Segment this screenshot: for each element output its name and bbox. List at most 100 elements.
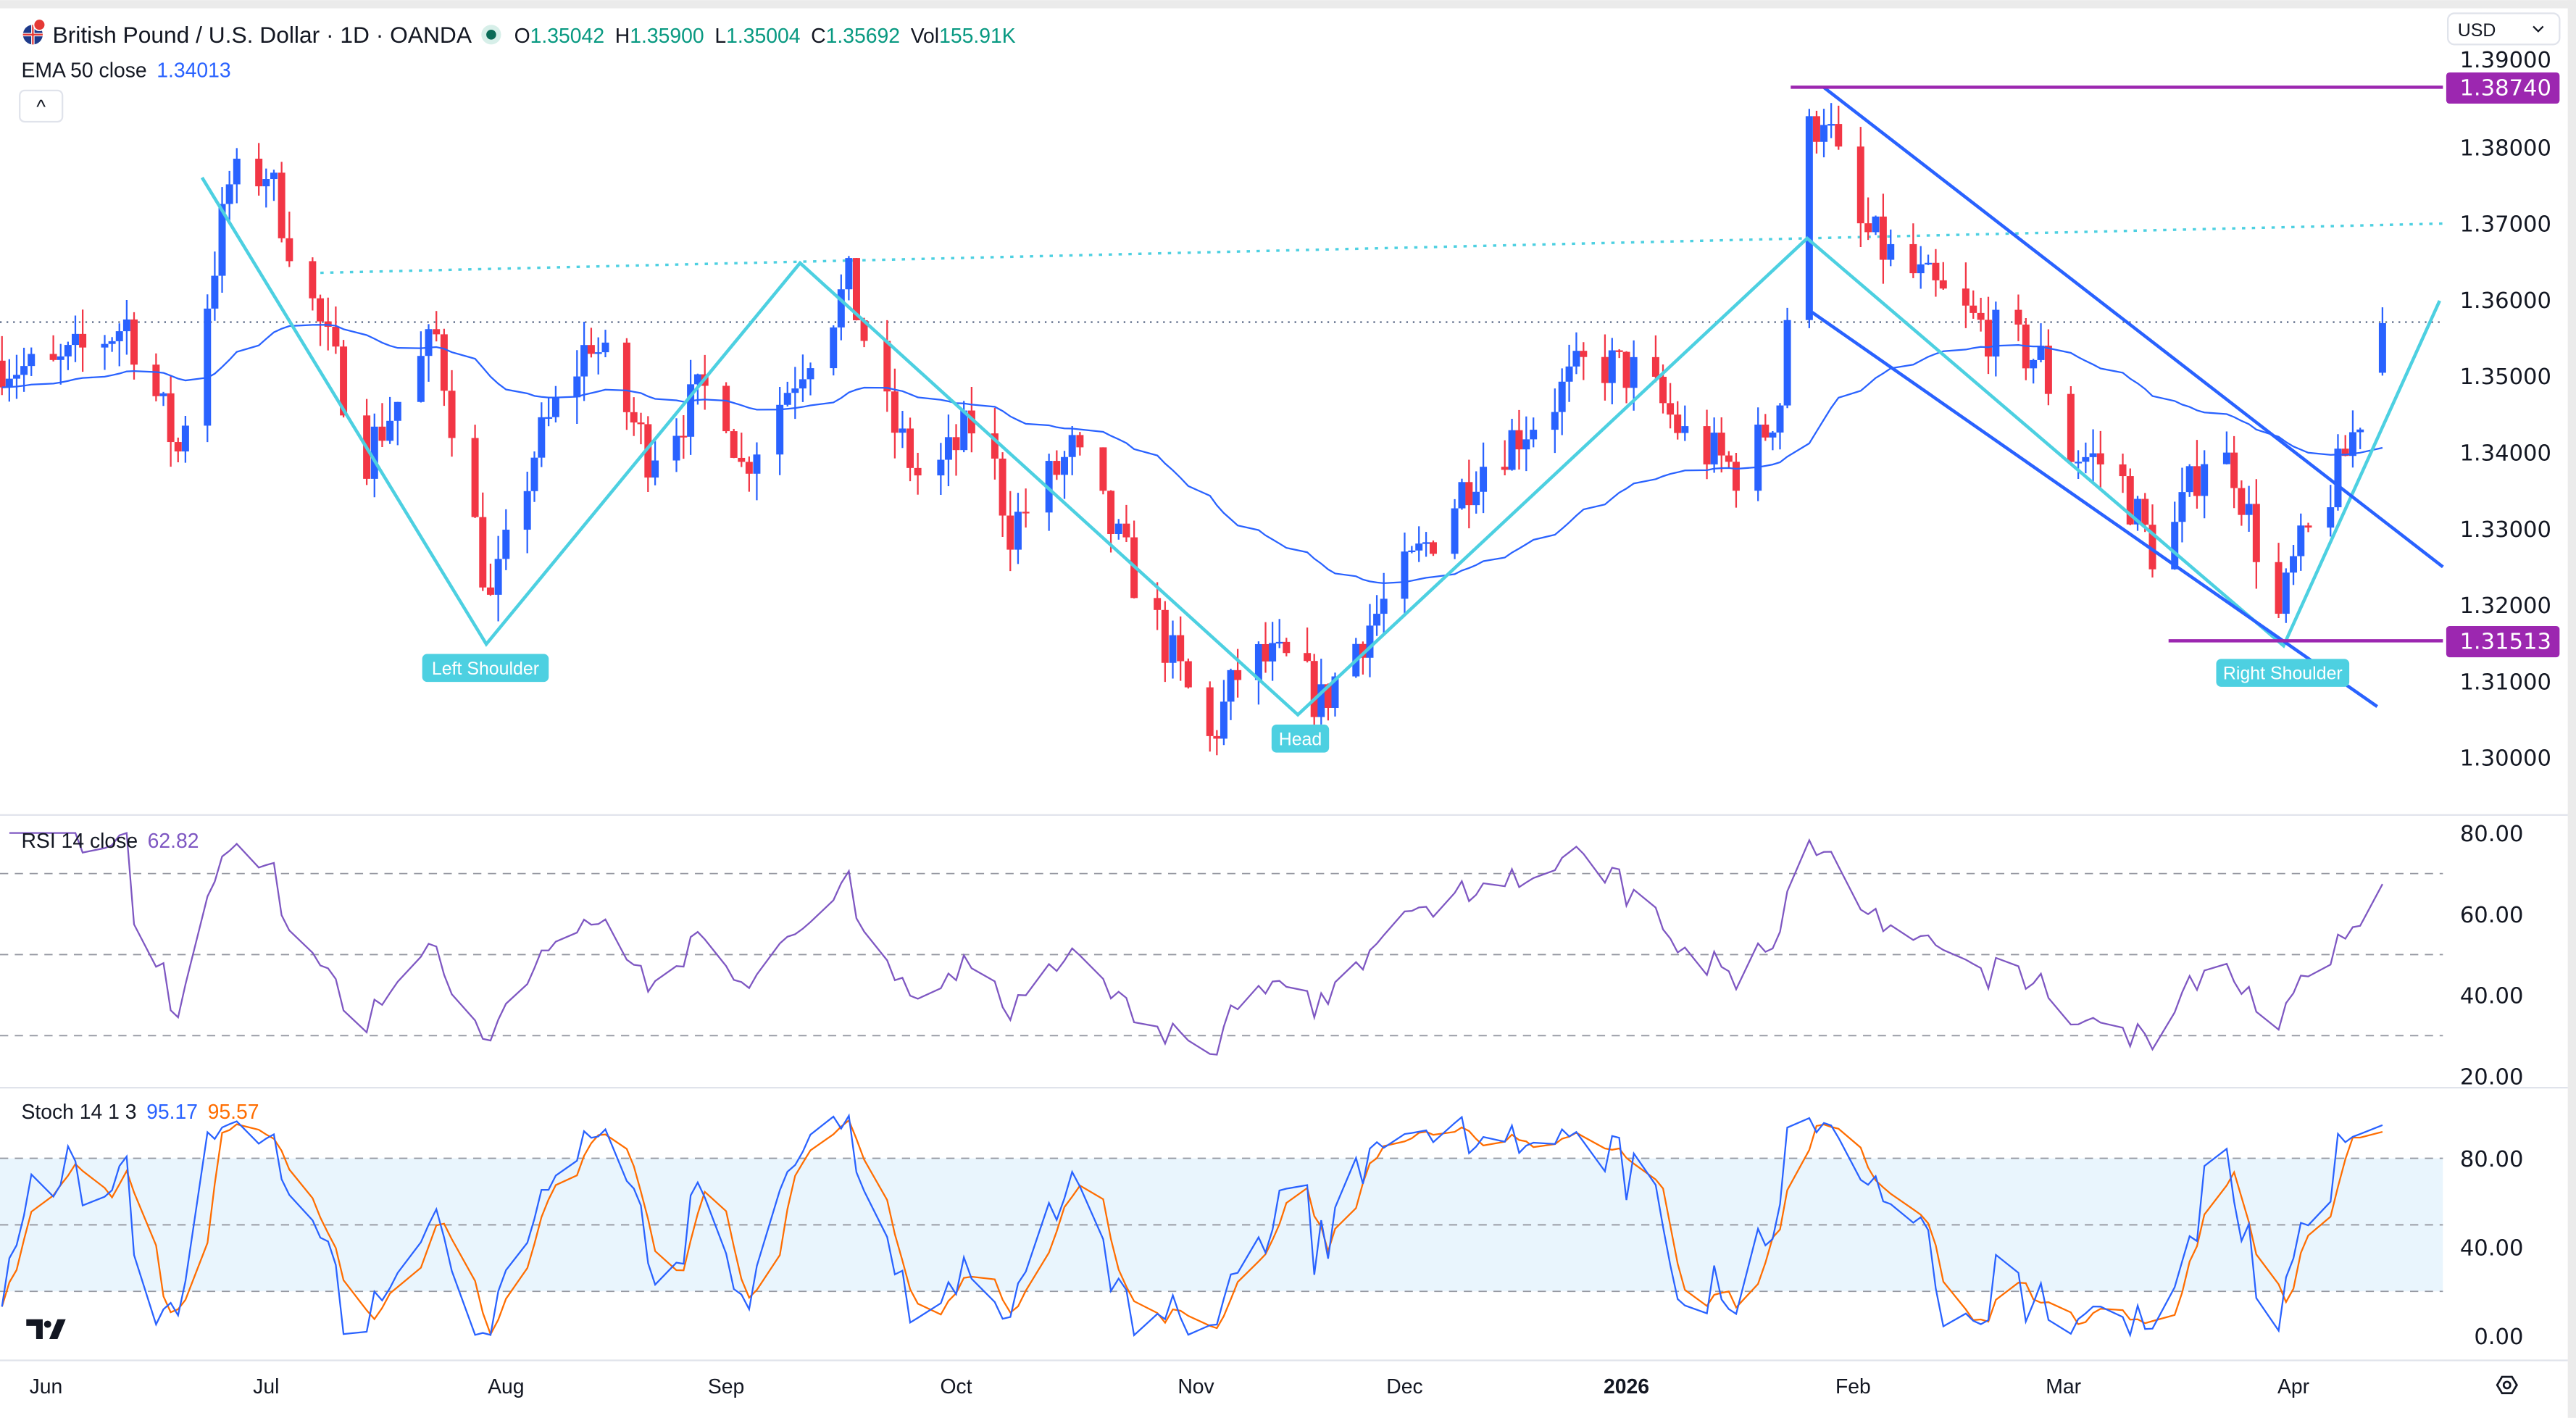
candle-body bbox=[1154, 598, 1162, 610]
candle-body bbox=[174, 442, 182, 452]
candle-body bbox=[1917, 264, 1925, 274]
candle-body bbox=[2327, 507, 2335, 528]
candle bbox=[1776, 403, 1784, 450]
candle-body bbox=[1608, 350, 1616, 383]
candle bbox=[2245, 485, 2253, 532]
head-shoulders-pattern-line[interactable] bbox=[200, 176, 2441, 717]
ema-legend[interactable]: EMA 50 close 1.34013 bbox=[21, 59, 230, 83]
candle bbox=[2171, 501, 2179, 570]
candle-body bbox=[1366, 625, 1374, 658]
stoch-axis[interactable]: 80.00 40.00 0.00 bbox=[2460, 1147, 2524, 1350]
candle-body bbox=[1805, 116, 1813, 320]
candle bbox=[1254, 641, 1262, 705]
candle-body bbox=[644, 424, 652, 478]
candle bbox=[730, 428, 738, 459]
candle-body bbox=[1310, 661, 1318, 717]
candle-body bbox=[2134, 499, 2142, 525]
candle-body bbox=[1827, 124, 1835, 126]
candle bbox=[1835, 105, 1843, 150]
candle bbox=[2252, 479, 2260, 589]
candle-body bbox=[262, 179, 270, 187]
candle bbox=[1184, 658, 1192, 689]
candle-body bbox=[1969, 305, 1977, 313]
candle-body bbox=[906, 428, 914, 468]
candle-body bbox=[944, 437, 952, 460]
candle bbox=[115, 323, 123, 367]
candle-body bbox=[1515, 430, 1523, 450]
rsi-axis[interactable]: 80.00 60.00 40.00 20.00 bbox=[2460, 822, 2524, 1090]
candle bbox=[753, 442, 761, 501]
candle bbox=[2297, 513, 2305, 571]
candle bbox=[270, 170, 278, 201]
candle bbox=[1969, 290, 1977, 319]
settings-gear-icon[interactable] bbox=[2496, 1375, 2518, 1395]
head-text: Head bbox=[1279, 729, 1322, 749]
candle-body bbox=[1820, 125, 1828, 142]
candle-body bbox=[1984, 320, 1992, 357]
candle bbox=[1408, 546, 1416, 554]
candle bbox=[2044, 329, 2052, 406]
candle bbox=[745, 456, 753, 492]
tradingview-logo[interactable] bbox=[26, 1319, 66, 1339]
symbol-title[interactable]: British Pound / U.S. Dollar · 1D · OANDA bbox=[53, 22, 472, 48]
right-shoulder-label[interactable]: Right Shoulder bbox=[2216, 659, 2350, 687]
candle-body bbox=[672, 435, 680, 461]
candle-body bbox=[20, 366, 28, 375]
candle bbox=[1580, 342, 1588, 380]
candle bbox=[580, 322, 588, 401]
candle-body bbox=[2089, 453, 2097, 457]
stoch-legend[interactable]: Stoch 14 1 3 95.17 95.57 bbox=[21, 1101, 259, 1124]
candle bbox=[551, 385, 559, 423]
candle bbox=[1622, 351, 1630, 404]
candle bbox=[545, 397, 553, 427]
candle-body bbox=[845, 258, 853, 290]
currency-selector[interactable]: USD bbox=[2447, 12, 2561, 46]
candle bbox=[1107, 490, 1115, 553]
price-tick-label: 1.34000 bbox=[2459, 441, 2551, 466]
rsi-legend[interactable]: RSI 14 close 62.82 bbox=[21, 830, 199, 853]
candle bbox=[1472, 471, 1480, 514]
candle bbox=[1451, 499, 1459, 559]
candle-body bbox=[952, 437, 960, 451]
support-tag-text: 1.31513 bbox=[2459, 630, 2551, 655]
candle-body bbox=[1227, 670, 1235, 702]
candle-body bbox=[1674, 414, 1682, 433]
candle-body bbox=[1558, 381, 1566, 412]
time-tick-label: Oct bbox=[940, 1375, 972, 1398]
candle-body bbox=[101, 343, 109, 348]
candle-body bbox=[883, 341, 891, 392]
candle-body bbox=[651, 460, 659, 478]
candle bbox=[1977, 297, 1985, 332]
time-axis[interactable]: Jun Jul Aug Sep Oct Nov Dec 2026 Feb Mar Apr bbox=[30, 1375, 2309, 1398]
candle bbox=[1984, 296, 1992, 375]
candle-body bbox=[2148, 525, 2156, 570]
candle bbox=[1099, 447, 1107, 495]
candle-body bbox=[745, 462, 753, 474]
candle bbox=[2096, 430, 2104, 491]
candle-body bbox=[538, 417, 546, 458]
candle-body bbox=[1169, 635, 1177, 663]
candle bbox=[167, 375, 175, 467]
candle-body bbox=[2275, 562, 2283, 614]
candle bbox=[1864, 197, 1872, 241]
channel-upper-line[interactable] bbox=[1822, 86, 2444, 569]
candle-body bbox=[860, 320, 868, 341]
price-tick-label: 1.36000 bbox=[2459, 288, 2551, 314]
left-shoulder-label[interactable]: Left Shoulder bbox=[422, 654, 549, 683]
price-axis[interactable]: 1.39000 1.38000 1.37000 1.36000 1.35000 1.340… bbox=[2459, 48, 2551, 771]
candle bbox=[1161, 601, 1169, 683]
candle-body bbox=[49, 354, 57, 360]
head-label[interactable]: Head bbox=[1271, 725, 1330, 753]
indicator-levels bbox=[0, 872, 2443, 1293]
candle-body bbox=[580, 345, 588, 377]
collapse-legend-button[interactable]: ^ bbox=[19, 89, 64, 123]
candle-body bbox=[502, 530, 510, 559]
candle bbox=[1962, 262, 1969, 328]
candle-body bbox=[1835, 124, 1843, 147]
candle bbox=[72, 315, 79, 362]
candle-body bbox=[1061, 456, 1068, 475]
candle bbox=[1068, 425, 1076, 475]
candle bbox=[2193, 440, 2201, 509]
candle bbox=[1703, 409, 1711, 480]
